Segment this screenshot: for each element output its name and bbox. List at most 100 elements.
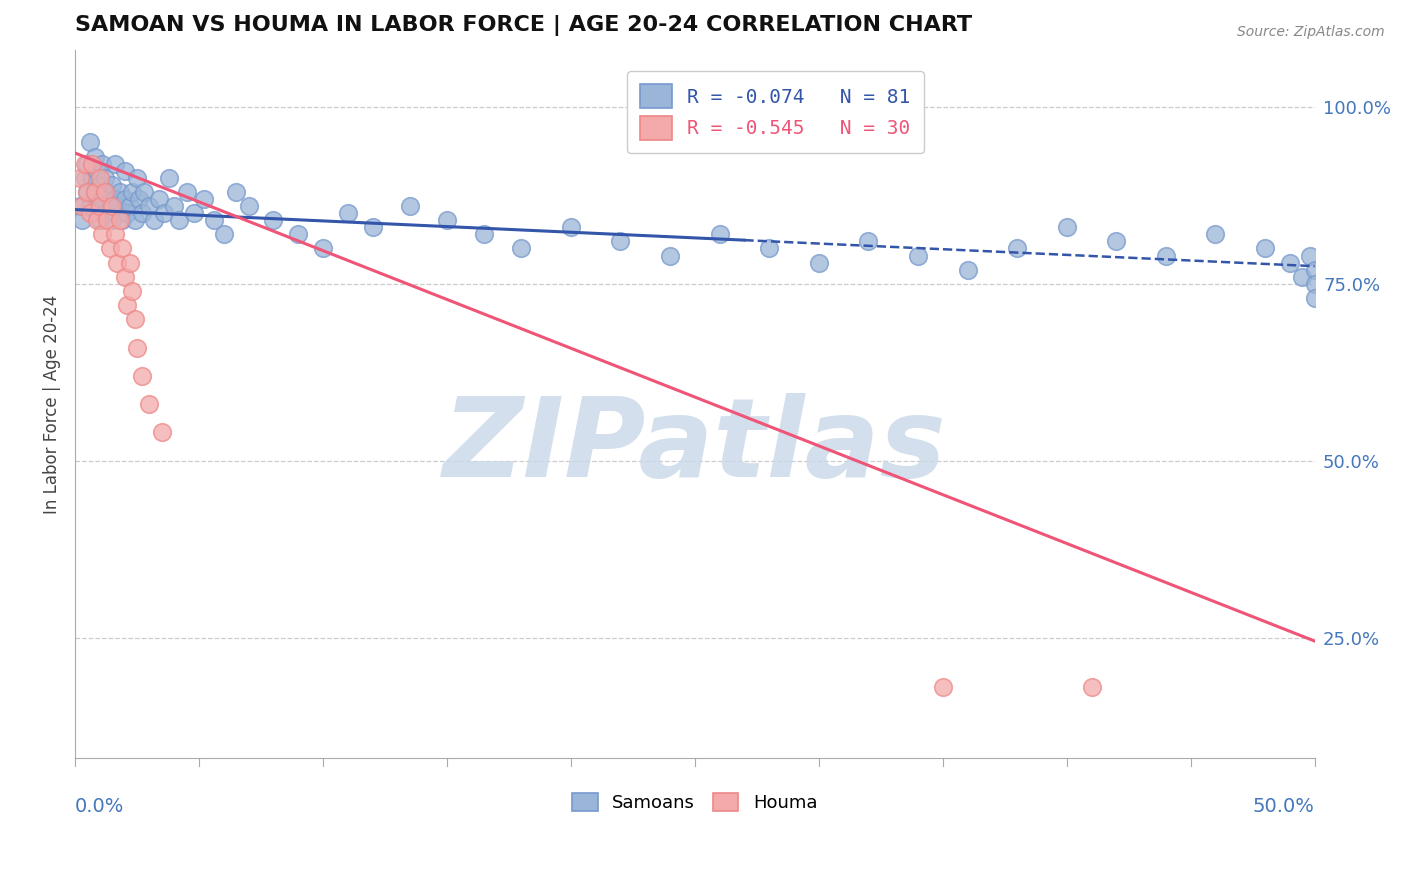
Point <box>83 185 105 199</box>
Point <box>86 213 108 227</box>
Point <box>114 163 136 178</box>
Point <box>104 227 127 242</box>
Point <box>148 192 170 206</box>
Point <box>1299 249 1322 263</box>
Point <box>86 163 108 178</box>
Point <box>89 199 111 213</box>
Point <box>96 213 118 227</box>
Point <box>1105 235 1128 249</box>
Point <box>72 199 94 213</box>
Point <box>73 156 96 170</box>
Point <box>758 242 780 256</box>
Point <box>907 249 929 263</box>
Point <box>1278 255 1301 269</box>
Point <box>124 213 146 227</box>
Point <box>436 213 458 227</box>
Point <box>128 192 150 206</box>
Point <box>69 170 91 185</box>
Point <box>82 170 104 185</box>
Text: 0.0%: 0.0% <box>75 797 124 815</box>
Point <box>86 199 108 213</box>
Text: Source: ZipAtlas.com: Source: ZipAtlas.com <box>1237 25 1385 39</box>
Point <box>91 227 114 242</box>
Point <box>111 242 134 256</box>
Point <box>96 185 118 199</box>
Point <box>111 213 134 227</box>
Point <box>472 227 495 242</box>
Point <box>1005 242 1028 256</box>
Text: 50.0%: 50.0% <box>1253 797 1315 815</box>
Point <box>167 213 190 227</box>
Point <box>125 170 148 185</box>
Point <box>361 220 384 235</box>
Legend: R = -0.074   N = 81, R = -0.545   N = 30: R = -0.074 N = 81, R = -0.545 N = 30 <box>627 70 924 153</box>
Point <box>121 284 143 298</box>
Point <box>1303 277 1326 291</box>
Point <box>79 199 101 213</box>
Point <box>105 255 128 269</box>
Point <box>163 199 186 213</box>
Point <box>287 227 309 242</box>
Point <box>79 136 101 150</box>
Point <box>157 170 180 185</box>
Point <box>125 341 148 355</box>
Point <box>121 185 143 199</box>
Point <box>932 680 955 694</box>
Text: ZIPatlas: ZIPatlas <box>443 393 946 500</box>
Point <box>659 249 682 263</box>
Point <box>89 178 111 192</box>
Point <box>131 368 153 383</box>
Point <box>131 206 153 220</box>
Point <box>89 170 111 185</box>
Point <box>1291 269 1313 284</box>
Point <box>73 170 96 185</box>
Point <box>212 227 235 242</box>
Point <box>118 199 141 213</box>
Point <box>89 213 111 227</box>
Point <box>101 178 124 192</box>
Point <box>101 213 124 227</box>
Point <box>91 156 114 170</box>
Point <box>1056 220 1078 235</box>
Y-axis label: In Labor Force | Age 20-24: In Labor Force | Age 20-24 <box>44 294 60 514</box>
Point <box>138 199 160 213</box>
Point <box>1303 291 1326 305</box>
Point <box>262 213 284 227</box>
Point <box>336 206 359 220</box>
Point <box>202 213 225 227</box>
Point <box>94 170 117 185</box>
Point <box>104 192 127 206</box>
Point <box>1254 242 1277 256</box>
Point <box>143 213 166 227</box>
Point <box>83 149 105 163</box>
Point <box>98 242 121 256</box>
Point <box>76 185 98 199</box>
Point <box>225 185 247 199</box>
Point <box>138 397 160 411</box>
Point <box>956 262 979 277</box>
Point <box>114 269 136 284</box>
Point <box>312 242 335 256</box>
Point <box>609 235 631 249</box>
Point <box>83 185 105 199</box>
Point <box>1080 680 1102 694</box>
Point <box>104 156 127 170</box>
Point <box>94 206 117 220</box>
Point <box>1303 262 1326 277</box>
Point <box>72 213 94 227</box>
Point <box>76 185 98 199</box>
Point <box>69 199 91 213</box>
Point <box>108 213 131 227</box>
Point <box>134 185 156 199</box>
Point <box>560 220 582 235</box>
Point <box>76 156 98 170</box>
Point <box>153 206 176 220</box>
Point <box>108 185 131 199</box>
Point <box>124 312 146 326</box>
Point <box>807 255 830 269</box>
Point <box>98 199 121 213</box>
Point <box>105 199 128 213</box>
Point <box>79 206 101 220</box>
Point <box>115 298 138 312</box>
Point <box>398 199 420 213</box>
